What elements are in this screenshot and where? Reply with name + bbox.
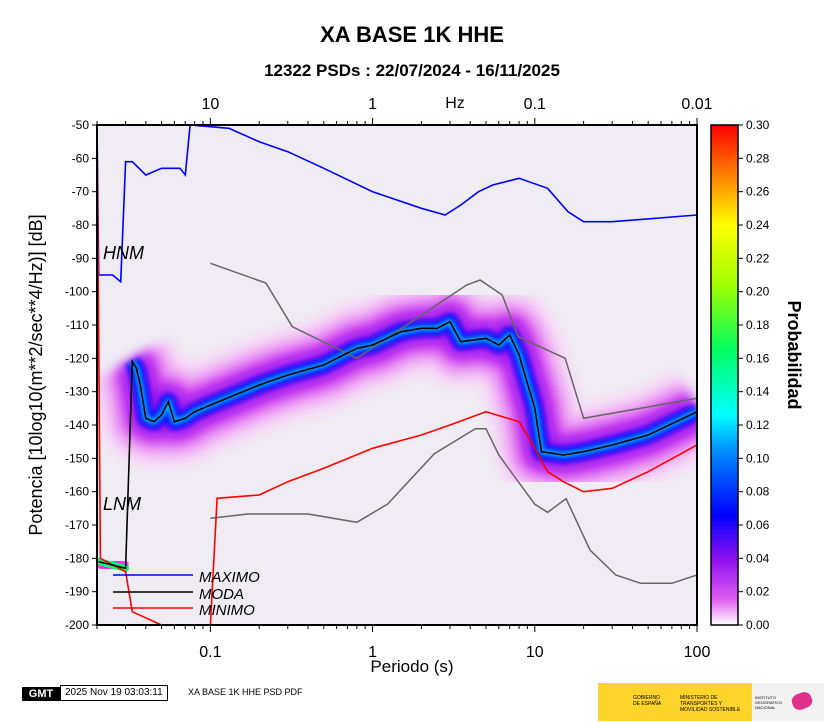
y-tick-label: -80 — [72, 218, 90, 232]
y-tick-label: -150 — [65, 451, 89, 465]
chart-subtitle: 12322 PSDs : 22/07/2024 - 16/11/2025 — [264, 61, 560, 80]
series-line-hnm — [210, 262, 697, 420]
y-tick-label: -90 — [72, 251, 90, 265]
timestamp: 2025 Nov 19 03:03:11 — [60, 685, 168, 701]
y-tick-label: -130 — [65, 385, 89, 399]
x-tick-label: 10 — [526, 644, 544, 661]
colorbar-tick-label: 0.04 — [746, 551, 770, 565]
y-tick-label: -120 — [65, 351, 89, 365]
x-tick-label: 0.1 — [199, 644, 221, 661]
colorbar-tick-label: 0.26 — [746, 185, 770, 199]
chart: XA BASE 1K HHE 12322 PSDs : 22/07/2024 -… — [26, 22, 804, 676]
plot-frame — [96, 124, 698, 626]
colorbar-tick-label: 0.24 — [746, 218, 770, 232]
ign-logo: INSTITUTO GEOGRÁFICO NACIONAL — [752, 683, 824, 721]
colorbar — [710, 124, 739, 626]
x-tick-label: 100 — [684, 644, 711, 661]
axes: -50 -60 -70 -80 -90 -100 -110 -120 -130 -140 -150 -… — [65, 96, 770, 661]
top-tick-label: 0.01 — [681, 96, 712, 113]
government-logo: GOBIERNO DE ESPAÑA MINISTERIO DE TRANSPO… — [598, 683, 752, 721]
chart-title: XA BASE 1K HHE — [320, 22, 504, 47]
lnm-label: LNM — [103, 494, 141, 514]
colorbar-tick-label: 0.06 — [746, 518, 770, 532]
top-axis-label: Hz — [445, 95, 465, 112]
series-lines — [97, 125, 697, 625]
colorbar-tick-label: 0.10 — [746, 451, 770, 465]
legend-label-moda: MODA — [199, 586, 244, 603]
hnm-label: HNM — [103, 243, 144, 263]
series-line-maximo — [97, 125, 697, 284]
legend-label-maximo: MAXIMO — [199, 569, 260, 586]
colorbar-tick-label: 0.14 — [746, 385, 770, 399]
ign-emblem-icon — [789, 690, 815, 712]
colorbar-tick-label: 0.00 — [746, 618, 770, 632]
y-tick-label: -190 — [65, 585, 89, 599]
top-tick-label: 10 — [201, 96, 219, 113]
y-tick-label: -170 — [65, 518, 89, 532]
y-tick-label: -100 — [65, 285, 89, 299]
y-tick-label: -160 — [65, 485, 89, 499]
y-tick-label: -200 — [65, 618, 89, 632]
series-line-lnm — [210, 427, 697, 585]
y-tick-label: -60 — [72, 151, 90, 165]
colorbar-tick-label: 0.18 — [746, 318, 770, 332]
footer: GMT 2025 Nov 19 03:03:11 XA BASE 1K HHE … — [0, 680, 824, 722]
logo-text-ministerio: MINISTERIO DE TRANSPORTES Y MOVILIDAD SO… — [680, 695, 741, 713]
colorbar-tick-label: 0.20 — [746, 285, 770, 299]
colorbar-label: Probabilidad — [784, 300, 804, 409]
top-tick-label: 0.1 — [524, 96, 546, 113]
y-tick-label: -70 — [72, 185, 90, 199]
colorbar-tick-label: 0.02 — [746, 585, 770, 599]
y-tick-label: -50 — [72, 118, 90, 132]
x-tick-label: 1 — [368, 644, 377, 661]
colorbar-tick-label: 0.28 — [746, 151, 770, 165]
series-line-minimo — [97, 125, 697, 625]
footer-caption: XA BASE 1K HHE PSD PDF — [188, 687, 303, 697]
y-tick-label: -180 — [65, 551, 89, 565]
series-line-moda — [98, 320, 697, 570]
x-axis-label: Periodo (s) — [370, 657, 453, 676]
gmt-logo: GMT — [22, 687, 60, 701]
colorbar-tick-label: 0.22 — [746, 251, 770, 265]
top-tick-label: 1 — [368, 96, 377, 113]
colorbar-tick-label: 0.16 — [746, 351, 770, 365]
y-tick-label: -110 — [66, 318, 89, 332]
legend: MAXIMO MODA MINIMO — [113, 569, 260, 619]
colorbar-tick-label: 0.12 — [746, 418, 770, 432]
logo-text-ign: INSTITUTO GEOGRÁFICO NACIONAL — [755, 695, 783, 710]
colorbar-tick-label: 0.08 — [746, 485, 770, 499]
y-tick-label: -140 — [65, 418, 89, 432]
y-axis-label: Potencia [10log10(m**2/sec**4/Hz)] [dB] — [26, 214, 46, 535]
logo-text-gobierno: GOBIERNO DE ESPAÑA — [633, 695, 662, 707]
legend-label-minimo: MINIMO — [199, 602, 255, 619]
colorbar-tick-label: 0.30 — [746, 118, 770, 132]
